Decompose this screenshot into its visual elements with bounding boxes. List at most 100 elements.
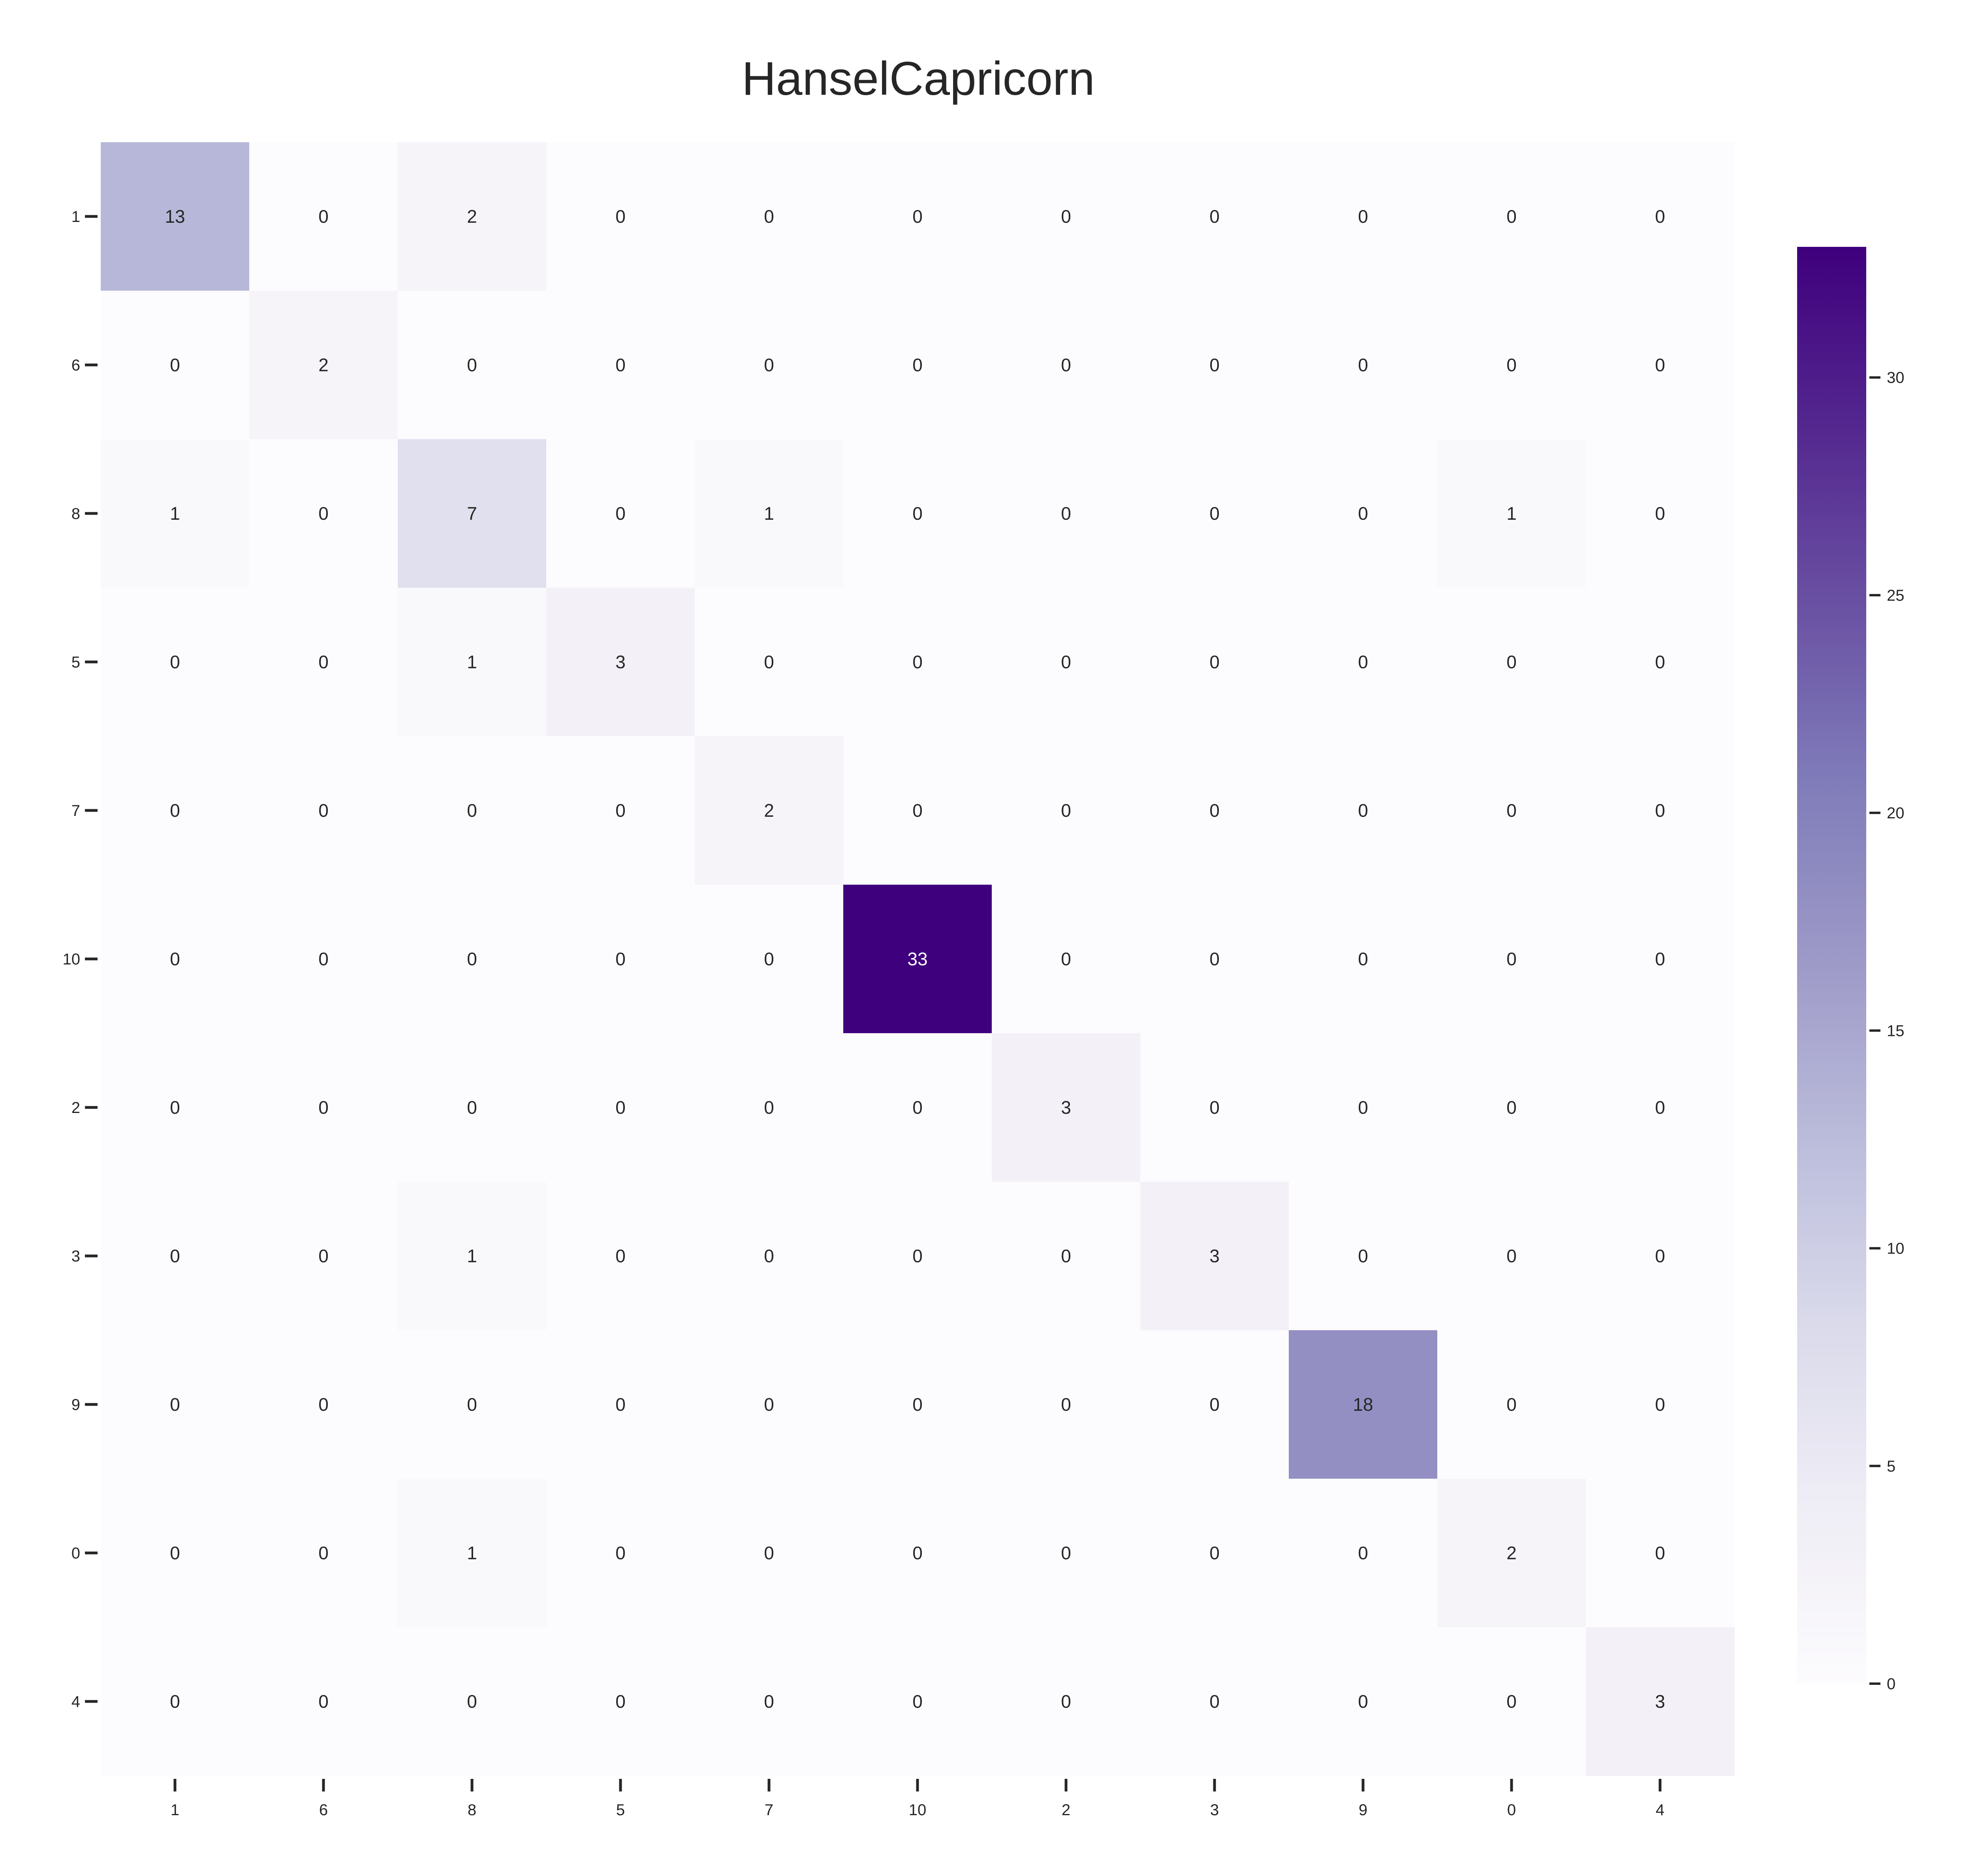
cell-value-label: 0 [615, 1394, 626, 1415]
heatmap-cell [1289, 142, 1438, 291]
heatmap-cell [1586, 142, 1735, 291]
heatmap-cell [1586, 439, 1735, 588]
cell-value-label: 0 [1209, 503, 1220, 524]
heatmap-cell [101, 1330, 250, 1479]
cell-value-label: 0 [1061, 1394, 1071, 1415]
cell-value-label: 0 [1358, 206, 1368, 227]
cell-value-label: 0 [1655, 800, 1665, 821]
cell-value-label: 0 [318, 1097, 329, 1118]
cell-value-label: 0 [1061, 949, 1071, 969]
cell-value-label: 0 [912, 206, 923, 227]
x-tick-label: 10 [909, 1801, 927, 1819]
cell-value-label: 0 [1061, 652, 1071, 672]
cell-value-label: 2 [1506, 1543, 1517, 1563]
cell-value-label: 0 [912, 652, 923, 672]
cell-value-label: 0 [615, 949, 626, 969]
cell-value-label: 0 [1209, 355, 1220, 375]
x-tick-label: 0 [1507, 1801, 1516, 1819]
heatmap-cell [1140, 439, 1289, 588]
heatmap-cell [249, 736, 398, 885]
cell-value-label: 0 [1506, 206, 1517, 227]
cell-value-label: 2 [467, 206, 477, 227]
heatmap-cell [1586, 1479, 1735, 1628]
cell-value-label: 0 [1061, 1246, 1071, 1266]
x-tick-label: 9 [1359, 1801, 1367, 1819]
heatmap-cell [398, 885, 547, 1034]
heatmap-cell [843, 1033, 992, 1182]
cell-value-label: 1 [467, 1543, 477, 1563]
cell-value-label: 0 [1506, 800, 1517, 821]
colorbar-tick-label: 30 [1887, 369, 1905, 387]
heatmap-cell [546, 1182, 695, 1331]
x-tick-label: 8 [468, 1801, 476, 1819]
cell-value-label: 0 [1506, 1691, 1517, 1712]
cell-value-label: 0 [912, 1097, 923, 1118]
heatmap-cell [1586, 1182, 1735, 1331]
cell-value-label: 0 [170, 355, 180, 375]
cell-value-label: 0 [467, 949, 477, 969]
heatmap-cell [992, 1627, 1141, 1776]
cell-value-label: 3 [1655, 1691, 1665, 1712]
heatmap-cell [1140, 1033, 1289, 1182]
heatmap-cell [398, 142, 547, 291]
heatmap-cell [398, 736, 547, 885]
cell-value-label: 0 [1358, 503, 1368, 524]
heatmap-cell [1586, 1627, 1735, 1776]
heatmap-cell [843, 142, 992, 291]
heatmap-cell [546, 885, 695, 1034]
y-axis-ticks: 1 6 8 5 7 10 2 3 9 0 4 [63, 208, 98, 1711]
heatmap-cell [695, 1330, 844, 1479]
heatmap-cell [1140, 736, 1289, 885]
heatmap-cell [249, 1627, 398, 1776]
heatmap-cell [1586, 1330, 1735, 1479]
cell-value-label: 0 [1358, 1543, 1368, 1563]
heatmap-cell [546, 291, 695, 440]
heatmap-cells [101, 142, 1735, 1776]
cell-value-label: 0 [615, 503, 626, 524]
heatmap-cell-labels: 13 0 2 0 0 0 0 0 0 0 00 2 0 0 0 0 0 0 0 0 01 0 7 0 1 0 0 0 0 1 00 0 1 3 0 0… [165, 206, 1665, 1712]
cell-value-label: 0 [615, 1691, 626, 1712]
cell-value-label: 0 [615, 1097, 626, 1118]
cell-value-label: 0 [1061, 206, 1071, 227]
cell-value-label: 0 [764, 1246, 774, 1266]
heatmap-cell [695, 439, 844, 588]
heatmap-cell [1140, 588, 1289, 737]
heatmap-cell [992, 1182, 1141, 1331]
heatmap-cell [1140, 885, 1289, 1034]
cell-value-label: 0 [318, 1394, 329, 1415]
heatmap-cell [695, 1479, 844, 1628]
heatmap-cell [843, 291, 992, 440]
cell-value-label: 0 [615, 800, 626, 821]
cell-value-label: 3 [615, 652, 626, 672]
heatmap-cell [843, 439, 992, 588]
heatmap-cell [249, 1033, 398, 1182]
heatmap-cell [1437, 1182, 1586, 1331]
heatmap-cell [1289, 291, 1438, 440]
y-tick-label: 1 [71, 208, 80, 226]
cell-value-label: 1 [764, 503, 774, 524]
cell-value-label: 0 [170, 949, 180, 969]
heatmap-cell [992, 1330, 1141, 1479]
heatmap-cell [992, 439, 1141, 588]
cell-value-label: 0 [318, 1691, 329, 1712]
cell-value-label: 0 [1506, 1246, 1517, 1266]
cell-value-label: 0 [1655, 503, 1665, 524]
cell-value-label: 0 [1506, 652, 1517, 672]
heatmap-cell [1437, 1033, 1586, 1182]
heatmap-cell [546, 1479, 695, 1628]
cell-value-label: 0 [1061, 800, 1071, 821]
heatmap-cell [695, 1033, 844, 1182]
cell-value-label: 0 [467, 1691, 477, 1712]
heatmap-cell [249, 1479, 398, 1628]
cell-value-label: 13 [165, 206, 185, 227]
cell-value-label: 0 [1358, 800, 1368, 821]
cell-value-label: 0 [1358, 652, 1368, 672]
cell-value-label: 0 [764, 652, 774, 672]
heatmap-cell [695, 291, 844, 440]
cell-value-label: 0 [912, 1394, 923, 1415]
cell-value-label: 0 [467, 1394, 477, 1415]
heatmap-cell [1140, 1627, 1289, 1776]
heatmap-cell [546, 1627, 695, 1776]
heatmap-cell [1437, 291, 1586, 440]
heatmap-cell [101, 1627, 250, 1776]
